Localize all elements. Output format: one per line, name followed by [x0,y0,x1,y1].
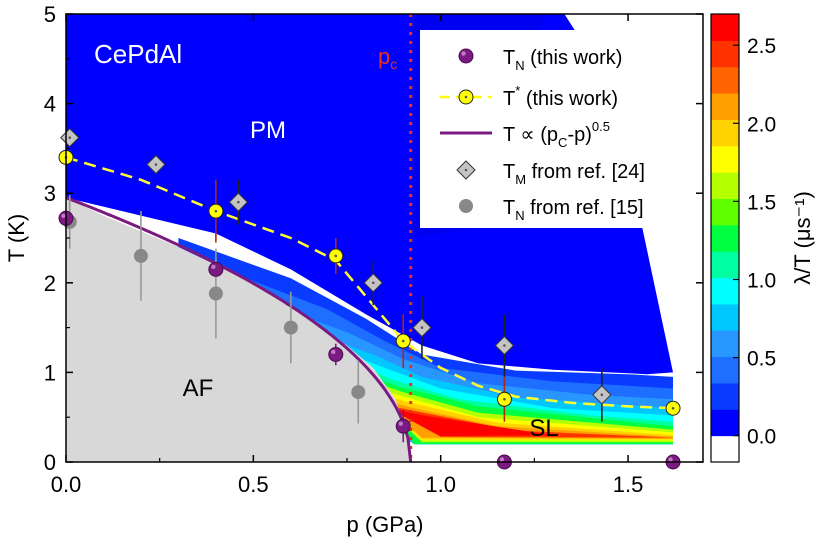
colorbar-segment-1 [711,409,739,437]
marker-tm-1-dot [154,163,158,166]
marker-tn-3-shine [398,421,403,426]
colorbar-segment-8 [711,224,739,252]
legend-entry-2: T ∝ (pC-p)0.5 [503,119,610,150]
colorbar-tick-label-4: 2.0 [747,113,776,136]
marker-tn-1-shine [211,264,216,270]
colorbar-segment-4 [711,330,739,358]
marker-tstar-5-dot [671,406,675,410]
legend-swatch-0 [458,48,474,64]
contour-band-12 [392,408,554,436]
marker-tm-5-dot [503,344,506,347]
af-region-label: AF [183,375,214,402]
colorbar-segment-15 [711,40,739,68]
colorbar-segment-2 [711,382,739,410]
marker-tn-5-shine [668,457,673,462]
x-axis-label: p (GPa) [346,512,423,537]
marker-tnref-3 [283,320,298,335]
marker-tm-2-dot [237,200,240,204]
y-tick-label-5: 5 [44,2,56,27]
marker-tm-3-dot [371,281,375,285]
marker-tn-2-shine [331,349,336,355]
legend-swatch-0-shine [461,51,466,56]
colorbar-segment-13 [711,93,739,120]
marker-tn-0-shine [61,213,66,218]
colorbar-tick-label-2: 1.0 [747,269,776,292]
legend-entry-0: TN (this work) [503,47,622,73]
y-axis-label: T (K) [4,214,29,262]
sl-region-label: SL [529,415,558,442]
marker-tstar-2-dot [334,254,338,258]
colorbar-tick-label-3: 1.5 [747,191,776,214]
y-tick-label-1: 1 [44,360,56,385]
marker-tn-3 [395,418,411,434]
legend-entry-3: TM from ref. [24] [503,161,645,187]
y-tick-label-0: 0 [44,450,56,475]
legend-swatch-4 [459,199,473,213]
marker-tm-0-dot [68,136,72,139]
x-tick-label-0: 0.0 [51,472,82,497]
colorbar-segment-16 [711,14,739,41]
marker-tn-1 [208,261,224,277]
colorbar-segment-5 [711,303,739,331]
marker-tstar-1-dot [214,209,218,213]
af-fill [66,197,411,462]
y-tick-label-3: 3 [44,181,56,206]
x-tick-label-3: 1.5 [613,472,644,497]
colorbar-segment-10 [711,172,739,199]
legend-swatch-3-dot [464,168,468,172]
colorbar-frame [710,13,740,463]
marker-tnref-4 [351,385,366,400]
pm-region-label: PM [250,117,286,144]
y-tick-label-4: 4 [44,92,56,117]
marker-tnref-2 [208,286,223,301]
marker-tn-4-shine [499,457,505,462]
x-tick-label-1: 0.5 [238,472,269,497]
af-region [66,197,411,462]
marker-tnref-1 [133,248,148,263]
colorbar-tick-label-0: 0.0 [747,426,776,449]
legend-swatch-1-dot [464,95,468,99]
colorbar-segment-3 [711,356,739,384]
colorbar-segment-14 [711,66,739,94]
marker-tm-4-dot [420,326,424,329]
y-axis: 0 1 2 3 4 5 [44,2,703,475]
marker-tstar-4-dot [503,397,506,401]
x-tick-label-2: 1.0 [425,472,456,497]
marker-tn-2 [328,346,344,362]
colorbar-segment-0 [711,435,739,463]
y-tick-label-2: 2 [44,271,56,296]
colorbar: 0.0 0.5 1.0 1.5 2.0 2.5 [710,13,776,463]
legend: TN (this work) T* (this work) T ∝ (pC-p)0.… [420,30,688,228]
marker-tstar-3-dot [401,339,405,343]
colorbar-segment-9 [711,198,739,226]
power-law-fit-curve [66,196,413,462]
pc-label: pc [378,44,397,72]
colorbar-tick-label-5: 2.5 [747,35,776,58]
x-axis: 0.0 0.5 1.0 1.5 [51,14,644,497]
legend-entry-4: TN from ref. [15] [503,197,644,223]
colorbar-label: λ/T (μs⁻¹) [790,191,815,285]
colorbar-tick-label-1: 0.5 [747,348,776,371]
sample-label: CePdAl [94,39,182,69]
legend-entry-1: T* (this work) [503,83,618,110]
colorbar-segment-6 [711,277,739,305]
colorbar-segment-11 [711,145,739,173]
colorbar-segment-7 [711,251,739,279]
marker-tm-6-dot [600,393,604,397]
